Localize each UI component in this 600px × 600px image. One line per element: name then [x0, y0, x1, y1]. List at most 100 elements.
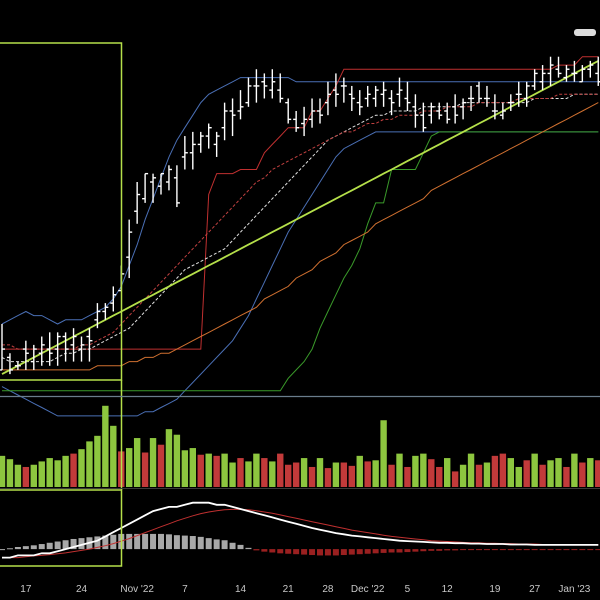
ohlc-bar — [205, 123, 212, 149]
volume-bar — [78, 449, 85, 487]
ohlc-bar — [483, 85, 490, 107]
volume-bar — [547, 460, 554, 487]
ohlc-bar — [102, 303, 109, 320]
macd-histogram-bar — [444, 549, 451, 551]
macd-histogram-bar — [499, 549, 506, 551]
ohlc-bar — [30, 344, 37, 370]
selection-box[interactable] — [0, 42, 123, 567]
ohlc-bar — [523, 81, 530, 107]
macd-histogram-bar — [142, 533, 149, 550]
ohlc-bar — [165, 165, 172, 191]
ohlc-bar — [452, 94, 459, 124]
volume-bar — [86, 441, 93, 487]
volume-bar — [0, 455, 6, 487]
macd-histogram-bar — [78, 538, 85, 550]
macd-line — [2, 501, 599, 559]
ohlc-bar — [261, 73, 268, 99]
ohlc-bar — [110, 286, 117, 312]
selection-rect-price — [0, 42, 123, 381]
volume-bar — [539, 464, 546, 487]
macd-histogram-bar — [452, 549, 459, 551]
volume-bar — [30, 464, 37, 487]
volume-bar — [491, 455, 499, 487]
macd-histogram-bar — [14, 547, 21, 550]
trendline-line — [1, 60, 599, 375]
volume-bar — [332, 462, 340, 487]
macd-histogram-bar — [555, 549, 562, 551]
ohlc-bar — [301, 106, 308, 137]
volume-bar — [189, 448, 196, 487]
macd-histogram-bar — [547, 549, 554, 551]
ema-medium-line — [2, 93, 599, 350]
x-axis: 17 24 Nov '22 7 14 21 28 Dec '22 5 12 19 27 Jan '23 — [20, 584, 591, 595]
volume-bar — [149, 438, 157, 487]
volume-bar — [173, 434, 181, 487]
macd-histogram-bar — [340, 549, 347, 556]
volume-bar — [22, 466, 30, 487]
macd-histogram-bar — [6, 548, 13, 550]
ohlc-bar — [587, 60, 594, 78]
ohlc-bar — [460, 98, 467, 120]
x-tick-label: Jan '23 — [558, 584, 590, 595]
volume-bar — [364, 461, 371, 487]
volume-bar — [292, 462, 300, 487]
volume-bar — [571, 453, 578, 487]
macd-histogram-bar — [396, 549, 403, 553]
volume-bar — [253, 453, 260, 487]
volume-bar — [340, 462, 348, 487]
macd-histogram-bar — [309, 549, 316, 556]
macd-histogram-bar — [70, 538, 77, 550]
macd-histogram-bar — [269, 549, 276, 553]
sma-long-line — [2, 102, 599, 371]
macd-histogram-bar — [245, 547, 252, 550]
macd-histogram-bar — [165, 534, 172, 550]
macd-histogram-bar — [388, 549, 395, 553]
macd-histogram-bar — [213, 539, 220, 550]
x-tick-label: 27 — [529, 584, 541, 595]
ohlc-bar — [507, 94, 514, 111]
volume-bar — [372, 460, 379, 487]
volume-bar — [324, 468, 332, 487]
macd-histogram-bar — [150, 533, 157, 550]
volume-bar — [308, 466, 316, 487]
price-pane — [0, 56, 600, 417]
macd-histogram-bar — [94, 536, 101, 550]
ohlc-bar — [213, 131, 220, 157]
ohlc-bar — [531, 69, 538, 91]
macd-histogram-bar — [293, 549, 300, 555]
macd-histogram-bar — [420, 549, 427, 552]
scroll-thumb[interactable] — [574, 29, 596, 36]
macd-histogram-bar — [158, 533, 164, 550]
ohlc-bar — [444, 102, 451, 124]
ohlc-bar — [436, 102, 443, 120]
ohlc-bar — [396, 77, 403, 107]
ohlc-bar — [221, 102, 228, 141]
ohlc-bar — [150, 173, 157, 203]
macd-histogram-bar — [539, 549, 546, 551]
macd-histogram-bar — [428, 549, 435, 551]
volume-bar — [269, 461, 276, 487]
macd-histogram-bar — [285, 549, 292, 554]
ohlc-bar — [78, 336, 85, 362]
macd-histogram-bar — [595, 549, 600, 551]
macd-histogram-bar — [332, 549, 339, 556]
ohlc-bar — [388, 90, 395, 116]
volume-bar — [221, 453, 228, 487]
ohlc-bar — [348, 85, 355, 111]
volume-bar — [133, 438, 141, 487]
sma-short-line — [1, 93, 599, 363]
volume-pane — [0, 405, 600, 487]
volume-bar — [428, 459, 435, 487]
macd-histogram-bar — [30, 545, 37, 550]
volume-bar — [412, 455, 419, 487]
volume-bar — [141, 452, 149, 487]
ohlc-bar — [269, 69, 276, 99]
ohlc-bar — [515, 81, 522, 107]
volume-bar — [388, 464, 395, 487]
volume-bar — [6, 459, 14, 487]
macd-histogram-bar — [229, 542, 236, 550]
ohlc-bar — [499, 102, 506, 120]
ohlc-bar — [14, 361, 21, 370]
ohlc-bar — [229, 98, 236, 137]
